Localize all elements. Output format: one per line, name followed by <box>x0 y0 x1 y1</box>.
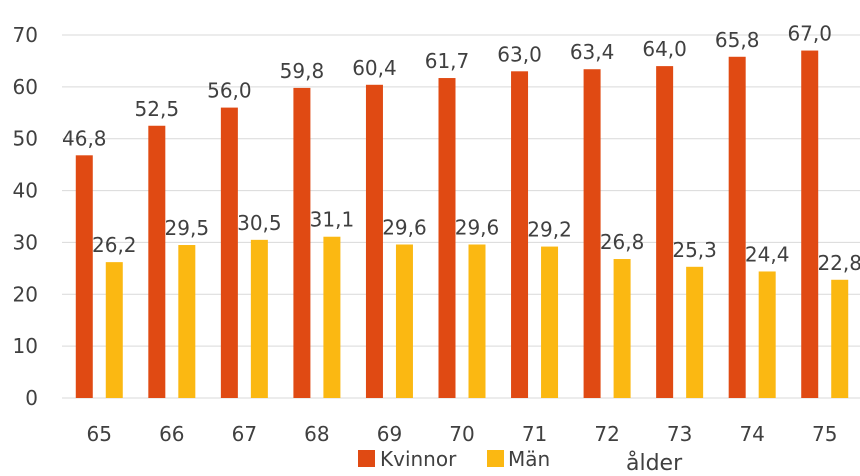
bar-kvinnor-68 <box>293 87 311 398</box>
bar-kvinnor-69 <box>365 84 383 398</box>
data-label-kvinnor-66: 52,5 <box>135 97 180 121</box>
x-tick-label: 71 <box>522 422 547 446</box>
y-tick-label: 60 <box>13 75 38 99</box>
data-label-kvinnor-71: 63,0 <box>497 42 542 66</box>
bar-kvinnor-65 <box>75 155 93 398</box>
data-label-kvinnor-74: 65,8 <box>715 28 760 52</box>
x-tick-label: 75 <box>812 422 837 446</box>
bar-man-74 <box>758 271 776 398</box>
bar-man-67 <box>250 239 268 398</box>
data-label-man-70: 29,6 <box>455 216 500 240</box>
bar-kvinnor-73 <box>656 66 674 398</box>
x-tick-label: 65 <box>87 422 112 446</box>
x-tick-label: 68 <box>304 422 329 446</box>
bar-man-72 <box>613 259 631 398</box>
bar-kvinnor-72 <box>583 69 601 399</box>
data-label-kvinnor-67: 56,0 <box>207 79 252 103</box>
bar-man-65 <box>105 262 123 398</box>
bar-man-75 <box>831 279 849 398</box>
x-axis-title: ålder <box>626 450 683 476</box>
bar-man-70 <box>468 244 486 398</box>
data-label-kvinnor-65: 46,8 <box>62 126 107 150</box>
legend-label-kvinnor: Kvinnor <box>380 447 457 471</box>
data-label-man-68: 31,1 <box>310 208 355 232</box>
x-tick-label: 72 <box>594 422 619 446</box>
y-tick-label: 50 <box>13 127 38 151</box>
bar-man-69 <box>395 244 413 398</box>
y-tick-label: 10 <box>13 334 38 358</box>
y-axis: 0 10 20 30 40 50 60 70 <box>13 23 38 410</box>
data-label-man-74: 24,4 <box>745 242 790 266</box>
y-tick-label: 30 <box>13 230 38 254</box>
data-label-man-65: 26,2 <box>92 233 137 257</box>
data-label-kvinnor-73: 64,0 <box>642 37 687 61</box>
data-label-man-67: 30,5 <box>237 211 282 235</box>
data-label-man-72: 26,8 <box>600 230 645 254</box>
data-label-kvinnor-75: 67,0 <box>787 22 832 46</box>
bar-kvinnor-70 <box>438 78 456 398</box>
bars <box>75 50 849 399</box>
bar-man-73 <box>686 266 704 398</box>
y-tick-label: 20 <box>13 282 38 306</box>
x-tick-label: 66 <box>159 422 184 446</box>
legend-swatch-man <box>487 450 504 467</box>
x-tick-label: 74 <box>739 422 764 446</box>
y-tick-label: 40 <box>13 179 38 203</box>
data-label-kvinnor-69: 60,4 <box>352 56 397 80</box>
data-label-man-73: 25,3 <box>672 238 717 262</box>
x-tick-label: 69 <box>377 422 402 446</box>
bar-kvinnor-75 <box>801 50 819 399</box>
x-tick-label: 73 <box>667 422 692 446</box>
data-label-kvinnor-72: 63,4 <box>570 40 615 64</box>
bar-kvinnor-66 <box>148 125 166 398</box>
x-tick-label: 67 <box>232 422 257 446</box>
data-label-kvinnor-68: 59,8 <box>280 59 325 83</box>
bar-man-68 <box>323 236 341 398</box>
legend-swatch-kvinnor <box>358 450 375 467</box>
x-tick-label: 70 <box>449 422 474 446</box>
y-tick-label: 70 <box>13 23 38 47</box>
x-axis: 65 66 67 68 69 70 71 72 73 74 75 <box>87 422 838 446</box>
y-tick-label: 0 <box>25 386 38 410</box>
data-label-man-71: 29,2 <box>527 218 572 242</box>
data-label-man-66: 29,5 <box>165 216 210 240</box>
data-label-man-75: 22,8 <box>817 251 860 275</box>
bar-man-71 <box>541 246 559 398</box>
bar-kvinnor-67 <box>220 107 238 398</box>
legend: Kvinnor Män <box>358 447 550 471</box>
data-label-man-69: 29,6 <box>382 216 427 240</box>
data-label-kvinnor-70: 61,7 <box>425 49 470 73</box>
bar-man-66 <box>178 245 196 398</box>
bar-kvinnor-74 <box>728 56 746 398</box>
legend-label-man: Män <box>508 447 550 471</box>
data-labels: 46,8 26,2 52,5 29,5 56,0 30,5 59,8 31,1 60,4 29,6… <box>62 22 860 275</box>
bar-kvinnor-71 <box>511 71 529 399</box>
